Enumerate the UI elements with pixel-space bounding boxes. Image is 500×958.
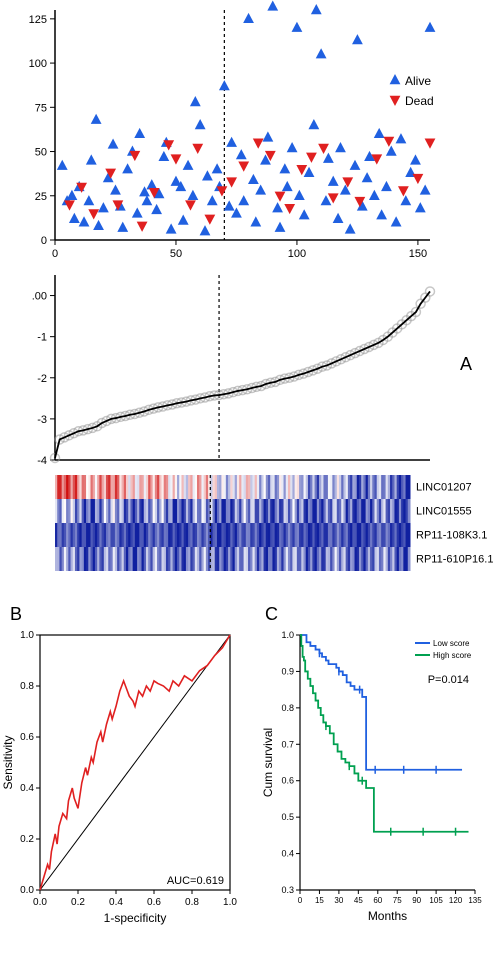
panel-a-label: A (460, 354, 472, 374)
svg-text:0.2: 0.2 (71, 897, 85, 908)
svg-text:0.6: 0.6 (20, 732, 34, 743)
svg-text:0.4: 0.4 (20, 783, 34, 794)
svg-text:75: 75 (393, 896, 402, 905)
svg-text:RP11-610P16.1: RP11-610P16.1 (416, 554, 493, 566)
svg-text:0.9: 0.9 (281, 666, 294, 676)
svg-text:100: 100 (288, 248, 306, 260)
svg-text:Sensitivity: Sensitivity (1, 735, 15, 789)
svg-text:30: 30 (334, 896, 343, 905)
svg-text:Low score: Low score (433, 639, 470, 648)
svg-text:135: 135 (468, 896, 482, 905)
svg-text:0: 0 (52, 248, 58, 260)
panel-c-label: C (265, 604, 278, 624)
svg-text:RP11-108K3.1: RP11-108K3.1 (416, 530, 487, 542)
svg-text:105: 105 (429, 896, 443, 905)
svg-text:1.0: 1.0 (223, 897, 237, 908)
risk-score-curve: A -4 -3 -2 -1 .00 (0, 270, 500, 470)
svg-text:0.7: 0.7 (281, 739, 294, 749)
svg-text:Months: Months (368, 909, 407, 923)
svg-text:AUC=0.619: AUC=0.619 (167, 875, 224, 887)
svg-text:P=0.014: P=0.014 (428, 674, 469, 686)
svg-text:0: 0 (41, 235, 47, 247)
svg-text:.00: .00 (32, 291, 47, 303)
svg-text:120: 120 (449, 896, 463, 905)
svg-text:60: 60 (373, 896, 382, 905)
svg-text:Dead: Dead (405, 94, 434, 108)
svg-text:0.0: 0.0 (33, 897, 47, 908)
svg-text:45: 45 (354, 896, 363, 905)
bottom-panels: B C 0.0 0.2 0.4 0.6 0.8 1.0 0.0 0.2 0.4 0.6 0.8 1.0… (0, 600, 500, 958)
svg-text:0.6: 0.6 (147, 897, 161, 908)
svg-text:150: 150 (409, 248, 427, 260)
svg-text:Cum survival: Cum survival (261, 728, 275, 797)
svg-text:0: 0 (298, 896, 303, 905)
svg-text:0.2: 0.2 (20, 834, 34, 845)
svg-text:0.3: 0.3 (281, 885, 294, 895)
svg-text:-1: -1 (37, 332, 47, 344)
panel-b-label: B (10, 604, 22, 624)
svg-text:LINC01555: LINC01555 (416, 506, 472, 518)
svg-text:15: 15 (315, 896, 324, 905)
svg-text:125: 125 (29, 14, 47, 26)
expression-heatmap: LINC01207 LINC01555 RP11-108K3.1 RP11-610P1… (0, 470, 500, 600)
svg-text:1-specificity: 1-specificity (104, 911, 167, 925)
svg-text:0.0: 0.0 (20, 885, 34, 896)
svg-text:1.0: 1.0 (281, 630, 294, 640)
svg-text:0.8: 0.8 (20, 681, 34, 692)
svg-text:50: 50 (35, 147, 47, 159)
svg-text:0.8: 0.8 (185, 897, 199, 908)
survival-scatter: 0 50 100 150 0 25 50 75 100 125 Alive Dead (0, 0, 500, 270)
svg-text:High score: High score (433, 651, 472, 660)
svg-text:-2: -2 (37, 373, 47, 385)
svg-text:1.0: 1.0 (20, 630, 34, 641)
svg-text:0.5: 0.5 (281, 812, 294, 822)
svg-text:100: 100 (29, 58, 47, 70)
svg-text:LINC01207: LINC01207 (416, 482, 472, 494)
svg-text:Alive: Alive (405, 74, 431, 88)
svg-text:0.4: 0.4 (281, 849, 294, 859)
svg-text:-4: -4 (37, 455, 47, 467)
svg-text:0.8: 0.8 (281, 703, 294, 713)
svg-text:25: 25 (35, 191, 47, 203)
svg-text:75: 75 (35, 102, 47, 114)
svg-text:90: 90 (412, 896, 421, 905)
svg-text:-3: -3 (37, 414, 47, 426)
svg-text:0.6: 0.6 (281, 776, 294, 786)
svg-text:0.4: 0.4 (109, 897, 123, 908)
svg-text:50: 50 (170, 248, 182, 260)
